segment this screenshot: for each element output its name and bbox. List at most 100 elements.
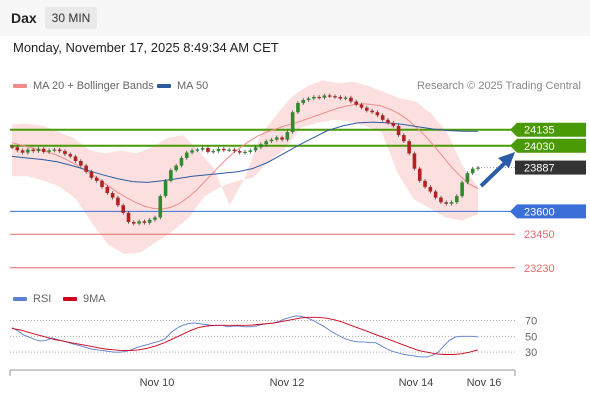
candle-body xyxy=(222,148,226,151)
level-24030-label: 24030 xyxy=(524,141,555,153)
candle-body xyxy=(52,149,57,151)
legend-ma50-swatch xyxy=(157,84,171,88)
legend-9ma-swatch xyxy=(63,297,77,301)
candle-body xyxy=(84,165,88,172)
candle-body xyxy=(428,186,433,192)
candle-body xyxy=(460,182,464,197)
candle-body xyxy=(179,157,184,166)
legend-rsi-label: RSI xyxy=(33,293,52,305)
candle-body xyxy=(322,95,327,98)
candle-body xyxy=(386,119,390,123)
candle-body xyxy=(105,186,110,194)
rsi-series-rsi xyxy=(11,315,479,358)
candle-body xyxy=(94,177,99,181)
candle-body xyxy=(412,153,417,169)
candle-body xyxy=(20,150,25,153)
legend-ma20: MA 20 + Bollinger Bands xyxy=(13,80,154,92)
candle-body xyxy=(433,191,438,198)
current-price-label: 23887 xyxy=(524,163,555,175)
candle-body xyxy=(333,96,337,98)
candle-body xyxy=(280,137,284,140)
candle-body xyxy=(110,193,115,198)
candle-body xyxy=(126,212,131,223)
x-tick-nov-16: Nov 16 xyxy=(467,377,502,389)
candle-body xyxy=(407,141,411,154)
candle-body xyxy=(439,197,443,203)
candle-body xyxy=(68,154,73,157)
candle-body xyxy=(391,122,396,126)
candle-body xyxy=(131,222,136,224)
rsi-tick-30: 30 xyxy=(525,347,537,359)
candle-body xyxy=(327,95,332,97)
candle-body xyxy=(296,103,300,113)
candle-body xyxy=(396,125,401,136)
candle-body xyxy=(338,96,343,99)
candle-body xyxy=(248,150,253,152)
legend-9ma-label: 9MA xyxy=(83,293,106,305)
candle-body xyxy=(15,147,20,151)
candle-body xyxy=(57,149,62,152)
candle-body xyxy=(36,148,41,152)
candle-body xyxy=(147,219,152,223)
current-price-tag xyxy=(515,160,586,175)
candle-body xyxy=(465,173,470,183)
candle-body xyxy=(200,148,205,150)
candle-body xyxy=(364,107,369,111)
legend-ma50-label: MA 50 xyxy=(177,80,209,92)
candle-body xyxy=(455,196,459,203)
candle-body xyxy=(306,98,311,100)
candle-body xyxy=(116,197,120,206)
timeframe-button[interactable]: 30 MIN xyxy=(45,7,97,29)
ma50-line xyxy=(11,121,478,183)
candle-body xyxy=(259,144,263,148)
candle-body xyxy=(423,180,427,187)
credit-text: Research © 2025 Trading Central xyxy=(416,80,581,92)
legend-ma50: MA 50 xyxy=(157,80,208,92)
legend-ma20-swatch xyxy=(13,84,27,88)
candle-body xyxy=(349,97,353,102)
legend-rsi-swatch xyxy=(13,297,27,301)
candle-body xyxy=(195,149,200,151)
candle-body xyxy=(79,161,83,166)
candle-body xyxy=(354,101,359,105)
candle-body xyxy=(317,96,321,99)
level-24030-tag xyxy=(510,138,586,153)
candle-body xyxy=(163,180,168,197)
x-tick-nov-14: Nov 14 xyxy=(399,377,434,389)
candle-body xyxy=(26,149,30,153)
candle-body xyxy=(158,196,163,218)
candle-body xyxy=(253,147,258,151)
candle-body xyxy=(41,148,46,152)
candle-body xyxy=(269,139,274,142)
level-23600-label: 23600 xyxy=(524,206,555,218)
candle-body xyxy=(216,148,221,152)
candle-body xyxy=(285,132,290,140)
candle-body xyxy=(301,100,306,104)
legend-9ma: 9MA xyxy=(63,293,106,305)
candle-body xyxy=(370,110,374,113)
candle-body xyxy=(380,115,385,120)
instrument-name: Dax xyxy=(11,10,37,26)
candle-body xyxy=(89,171,94,178)
candle-body xyxy=(31,149,35,152)
candle-body xyxy=(243,151,247,154)
candle-body xyxy=(153,217,157,220)
candle-body xyxy=(312,96,316,99)
candle-body xyxy=(137,221,141,224)
rsi-tick-70: 70 xyxy=(525,316,537,328)
x-tick-nov-10: Nov 10 xyxy=(140,377,175,389)
candle-body xyxy=(206,148,210,152)
forecast-arrow-shaft xyxy=(479,159,509,188)
level-24135-tag xyxy=(510,122,586,137)
candle-body xyxy=(47,150,51,152)
level-23450-label: 23450 xyxy=(524,229,555,241)
candle-body xyxy=(211,151,216,153)
candle-body xyxy=(476,167,480,169)
candle-body xyxy=(174,165,178,171)
candle-body xyxy=(444,202,449,204)
candle-body xyxy=(169,170,173,181)
candle-body xyxy=(184,152,189,158)
candle-body xyxy=(343,97,348,99)
legend-ma20-label: MA 20 + Bollinger Bands xyxy=(33,80,154,92)
